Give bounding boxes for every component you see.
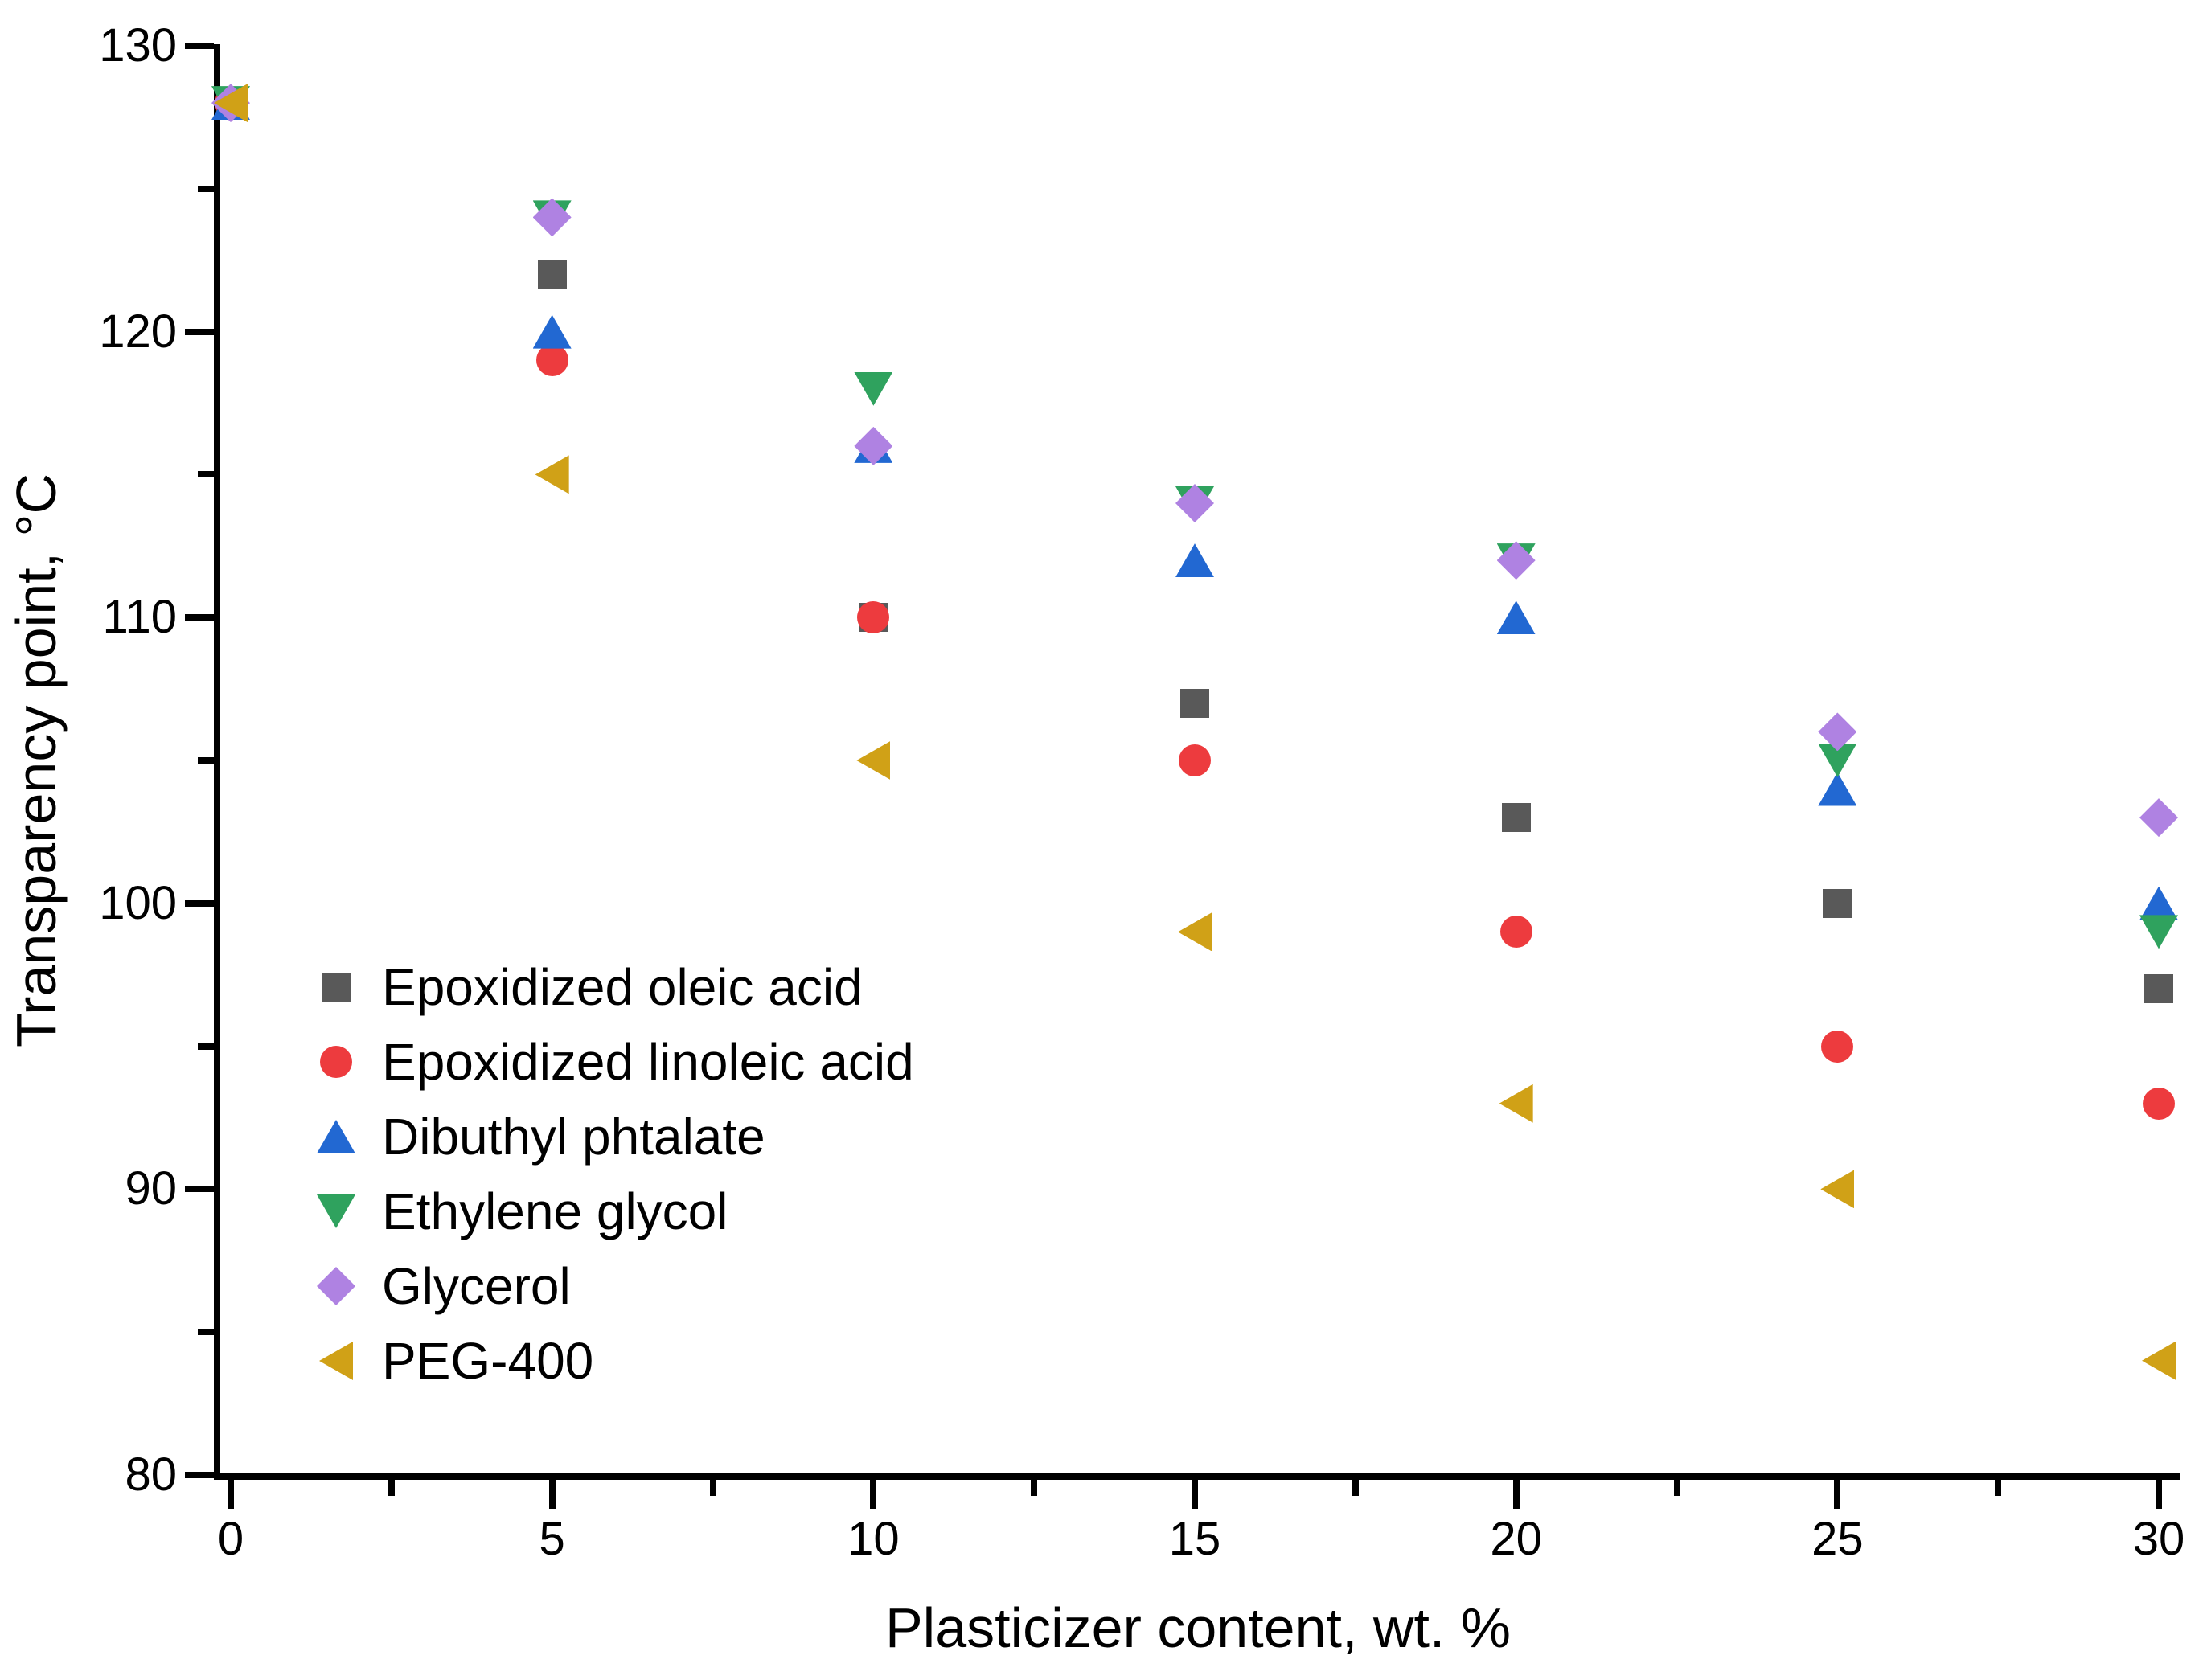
x-major-tick [2156, 1480, 2162, 1509]
x-tick-label: 10 [847, 1513, 900, 1565]
data-point [1501, 803, 1531, 833]
plot-area [214, 44, 2180, 1480]
x-minor-tick [709, 1480, 716, 1496]
y-minor-tick [198, 1043, 214, 1050]
x-axis-title: Plasticizer content, wt. % [884, 1596, 1512, 1659]
y-major-tick [185, 614, 214, 621]
data-point [2143, 1087, 2175, 1120]
y-tick-label: 80 [125, 1448, 177, 1501]
data-point [537, 260, 567, 289]
y-tick-label: 100 [99, 876, 177, 929]
x-tick-label: 20 [1490, 1513, 1542, 1565]
y-tick-label: 130 [99, 19, 177, 72]
legend-label: Dibuthyl phtalate [382, 1108, 765, 1166]
y-minor-tick [198, 471, 214, 478]
y-tick-label: 120 [99, 305, 177, 358]
legend-label: Epoxidized linoleic acid [382, 1033, 914, 1091]
x-tick-label: 30 [2132, 1513, 2185, 1565]
legend-label: Epoxidized oleic acid [382, 958, 863, 1016]
x-tick-label: 5 [539, 1513, 565, 1565]
y-tick-label: 110 [102, 591, 177, 644]
legend-marker-square [322, 973, 351, 1002]
data-point [1821, 1030, 1854, 1063]
x-minor-tick [1031, 1480, 1038, 1496]
x-minor-tick [1673, 1480, 1680, 1496]
x-major-tick [1192, 1480, 1198, 1509]
x-tick-label: 25 [1811, 1513, 1864, 1565]
x-major-tick [1512, 1480, 1520, 1509]
x-major-tick [228, 1480, 234, 1509]
y-axis-title: Transparency point, °C [5, 473, 68, 1048]
data-point [535, 344, 568, 377]
data-point [1179, 744, 1211, 776]
x-minor-tick [388, 1480, 395, 1496]
legend-marker-circle [320, 1046, 352, 1078]
y-major-tick [185, 899, 214, 907]
legend-label: Ethylene glycol [382, 1182, 728, 1240]
x-major-tick [870, 1480, 877, 1509]
y-minor-tick [198, 757, 214, 764]
data-point [857, 601, 890, 634]
data-point [2144, 974, 2173, 1004]
legend-label: Glycerol [382, 1257, 571, 1315]
x-major-tick [548, 1480, 556, 1509]
y-major-tick [185, 1186, 214, 1193]
y-major-tick [185, 43, 214, 49]
x-tick-label: 0 [217, 1513, 244, 1565]
y-major-tick [185, 1472, 214, 1478]
x-tick-label: 15 [1168, 1513, 1221, 1565]
y-minor-tick [198, 1329, 214, 1336]
data-point [1499, 916, 1532, 949]
y-minor-tick [198, 185, 214, 192]
data-point [1823, 888, 1852, 918]
y-tick-label: 90 [125, 1162, 177, 1215]
x-minor-tick [1352, 1480, 1359, 1496]
y-major-tick [185, 328, 214, 335]
x-major-tick [1834, 1480, 1841, 1509]
x-minor-tick [1995, 1480, 2002, 1496]
legend-label: PEG-400 [382, 1332, 594, 1390]
data-point [1180, 688, 1209, 718]
